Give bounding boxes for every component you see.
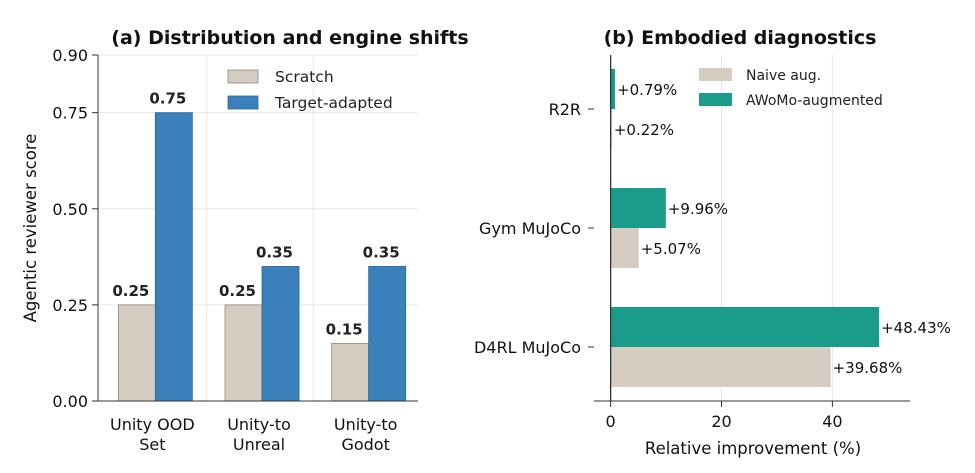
panel-a-y-axis-label: Agentic reviewer score <box>21 134 40 323</box>
y-tick-label: D4RL MuJoCo <box>474 338 581 357</box>
panel-a-title: (a) Distribution and engine shifts <box>111 27 468 49</box>
bar <box>331 342 370 402</box>
bar <box>368 266 407 402</box>
y-tick-label: 0.00 <box>52 392 88 411</box>
panel-b-value-labels: +0.22% +5.07% +39.68% +0.79% +9.96% +48.43% <box>614 81 951 377</box>
x-tick-label-line: Unity-to <box>334 415 398 434</box>
panel-a-value-labels: 0.25 0.25 0.15 0.75 0.35 0.35 <box>112 90 399 339</box>
panel-a-y-ticks: 0.00 0.25 0.50 0.75 0.90 <box>52 46 98 411</box>
panel-b-x-axis-label: Relative improvement (%) <box>645 439 861 458</box>
x-tick-label-line: Unity OOD <box>110 415 195 434</box>
panel-b-x-ticks: 0 20 40 <box>606 401 843 431</box>
panel-b-legend: Naive aug. AWoMo-augmented <box>699 68 883 109</box>
value-label: +48.43% <box>881 319 951 337</box>
value-label: 0.25 <box>112 282 149 300</box>
x-tick-label-line: Godot <box>341 435 389 454</box>
panel-b: (b) Embodied diagnostics Relative improv… <box>474 27 951 458</box>
value-label: 0.75 <box>149 90 186 108</box>
y-tick-label: 0.90 <box>52 46 88 65</box>
panel-b-title: (b) Embodied diagnostics <box>604 27 877 49</box>
x-tick-label: 20 <box>711 412 731 431</box>
panel-a-legend: Scratch Target-adapted <box>227 68 393 112</box>
legend-label: AWoMo-augmented <box>746 93 883 109</box>
x-tick-label: 0 <box>606 412 616 431</box>
y-tick-label: Gym MuJoCo <box>479 219 581 238</box>
panel-b-y-ticks: R2R Gym MuJoCo D4RL MuJoCo <box>474 100 594 357</box>
legend-label: Target-adapted <box>274 94 393 112</box>
x-tick-label: Unity OOD Set <box>110 415 195 454</box>
legend-swatch <box>227 95 259 110</box>
bar <box>610 188 666 228</box>
y-tick-label: 0.75 <box>52 104 88 123</box>
bar <box>610 347 831 387</box>
bar <box>610 228 639 268</box>
value-label: 0.35 <box>256 243 293 261</box>
y-tick-label: R2R <box>549 100 581 119</box>
x-tick-label: 40 <box>822 412 842 431</box>
y-tick-label: 0.25 <box>52 296 88 315</box>
legend-label: Scratch <box>275 68 334 86</box>
panel-a: (a) Distribution and engine shifts Agent… <box>21 27 469 454</box>
legend-swatch <box>699 68 732 81</box>
x-tick-label-line: Unity-to <box>227 415 291 434</box>
panel-a-bars <box>117 112 407 402</box>
bar <box>261 266 300 402</box>
value-label: +5.07% <box>641 240 701 258</box>
value-label: +39.68% <box>833 359 903 377</box>
panel-b-axes <box>594 55 910 402</box>
value-label: 0.35 <box>363 243 400 261</box>
bar <box>610 69 616 109</box>
value-label: +0.22% <box>614 121 674 139</box>
bar <box>154 112 193 402</box>
value-label: +9.96% <box>668 200 728 218</box>
x-tick-label-line: Set <box>139 435 165 454</box>
legend-swatch <box>227 69 259 84</box>
x-tick-label: Unity-to Unreal <box>227 415 291 454</box>
x-tick-label: Unity-to Godot <box>334 415 398 454</box>
legend-label: Naive aug. <box>746 68 821 84</box>
bar <box>224 304 263 402</box>
bar <box>117 304 156 402</box>
legend-swatch <box>699 93 732 106</box>
bar <box>610 307 880 347</box>
value-label: +0.79% <box>617 81 677 99</box>
y-tick-label: 0.50 <box>52 200 88 219</box>
value-label: 0.15 <box>326 320 363 338</box>
value-label: 0.25 <box>219 282 256 300</box>
panel-b-bars <box>610 69 880 387</box>
x-tick-label-line: Unreal <box>233 435 285 454</box>
